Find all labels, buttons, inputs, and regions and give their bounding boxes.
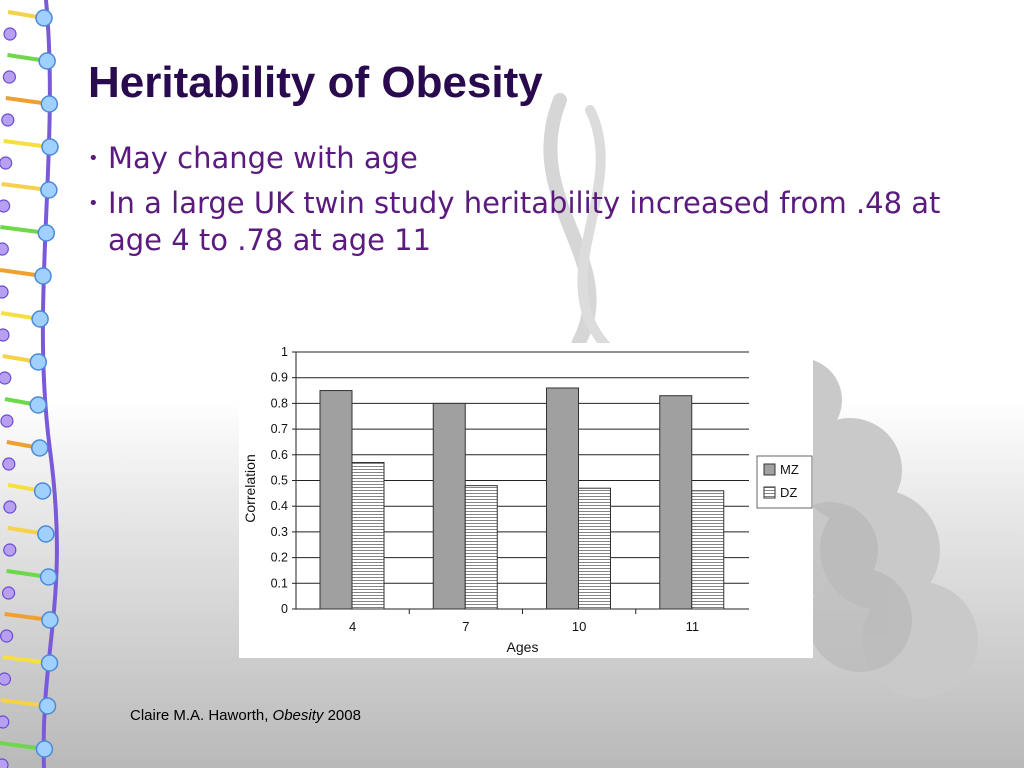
y-tick-label: 0.6 [271, 448, 288, 462]
dna-node [1, 113, 15, 127]
citation-author: Claire M.A. Haworth, [130, 707, 269, 724]
dna-node [39, 568, 58, 586]
y-tick-label: 0.1 [271, 576, 288, 590]
bar-mz [659, 395, 693, 610]
legend-label-dz: DZ [780, 485, 797, 500]
dna-node [0, 285, 9, 299]
dna-node [41, 138, 59, 156]
x-tick-label: 11 [686, 619, 700, 634]
dna-node [0, 199, 11, 213]
dna-node [0, 328, 10, 342]
bullet-item: • May change with age [88, 140, 958, 177]
bullet-icon: • [88, 193, 99, 214]
y-tick-label: 0.7 [271, 422, 288, 436]
chart-svg: 0 0.1 0.2 0.3 0.4 0.5 0.6 0.7 0.8 0.9 1 4 7 10 11 Ages C… [242, 345, 813, 655]
bullet-list: • May change with age • In a large UK tw… [88, 140, 958, 267]
y-tick-label: 0 [281, 602, 288, 616]
bar-dz [578, 487, 611, 610]
dna-node [0, 629, 14, 643]
x-tick-label: 4 [349, 619, 356, 634]
dna-node [40, 95, 59, 113]
twin-correlation-chart: 0 0.1 0.2 0.3 0.4 0.5 0.6 0.7 0.8 0.9 1 4 7 10 11 Ages C… [239, 343, 813, 658]
bar-dz [464, 485, 498, 610]
dna-node [3, 543, 17, 557]
dna-node [37, 224, 56, 242]
y-tick-label: 0.5 [271, 474, 288, 488]
y-tick-label: 1 [281, 345, 288, 359]
y-tick-label: 0.2 [271, 551, 288, 565]
dna-node [0, 242, 9, 256]
bullet-text: May change with age [108, 141, 418, 175]
y-tick-label: 0.3 [271, 525, 288, 539]
dna-node [41, 611, 59, 629]
dna-node [29, 396, 47, 414]
citation-year: 2008 [327, 707, 361, 724]
slide-title: Heritability of Obesity [88, 58, 543, 107]
dna-node [3, 500, 17, 514]
dna-node [35, 9, 53, 27]
legend-label-mz: MZ [780, 462, 799, 477]
legend-swatch-mz [763, 463, 776, 476]
dna-node [2, 457, 16, 471]
bullet-item: • In a large UK twin study heritability … [88, 185, 958, 259]
x-tick-label: 10 [572, 619, 586, 634]
bullet-icon: • [88, 148, 99, 169]
dna-node [40, 181, 58, 199]
dna-node [34, 267, 52, 285]
bullet-text: In a large UK twin study heritability in… [108, 186, 941, 257]
dna-node [37, 525, 55, 543]
bar-mz [546, 387, 579, 610]
dna-node [0, 715, 10, 729]
dna-node [29, 353, 48, 371]
legend-swatch-dz [763, 486, 776, 499]
dna-node [31, 439, 49, 457]
y-axis-label: Correlation [242, 454, 258, 522]
dna-node [40, 654, 59, 672]
dna-node [31, 310, 49, 328]
y-tick-label: 0.4 [271, 499, 288, 513]
x-axis-label: Ages [507, 639, 539, 655]
y-tick-label: 0.9 [271, 371, 288, 385]
dna-node [3, 27, 17, 41]
citation-journal: Obesity [272, 707, 324, 724]
dna-node [35, 740, 54, 758]
dna-node [0, 758, 9, 768]
dna-node [33, 482, 52, 500]
bar-mz [432, 402, 466, 610]
bar-dz [691, 490, 725, 610]
dna-strand [40, 0, 59, 768]
dna-node [38, 52, 56, 70]
dna-node [0, 156, 13, 170]
y-tick-label: 0.8 [271, 396, 288, 410]
dna-node [1, 586, 16, 600]
citation: Claire M.A. Haworth, Obesity 2008 [130, 707, 361, 724]
dna-node [0, 414, 14, 428]
background-helix-decoration [543, 93, 978, 698]
bar-dz [351, 462, 385, 610]
bar-mz [319, 390, 353, 610]
dna-node [0, 672, 12, 686]
dna-node [38, 697, 57, 715]
dna-node [0, 371, 12, 385]
dna-helix-decoration [0, 0, 59, 768]
dna-node [2, 70, 17, 84]
x-tick-label: 7 [462, 619, 469, 634]
